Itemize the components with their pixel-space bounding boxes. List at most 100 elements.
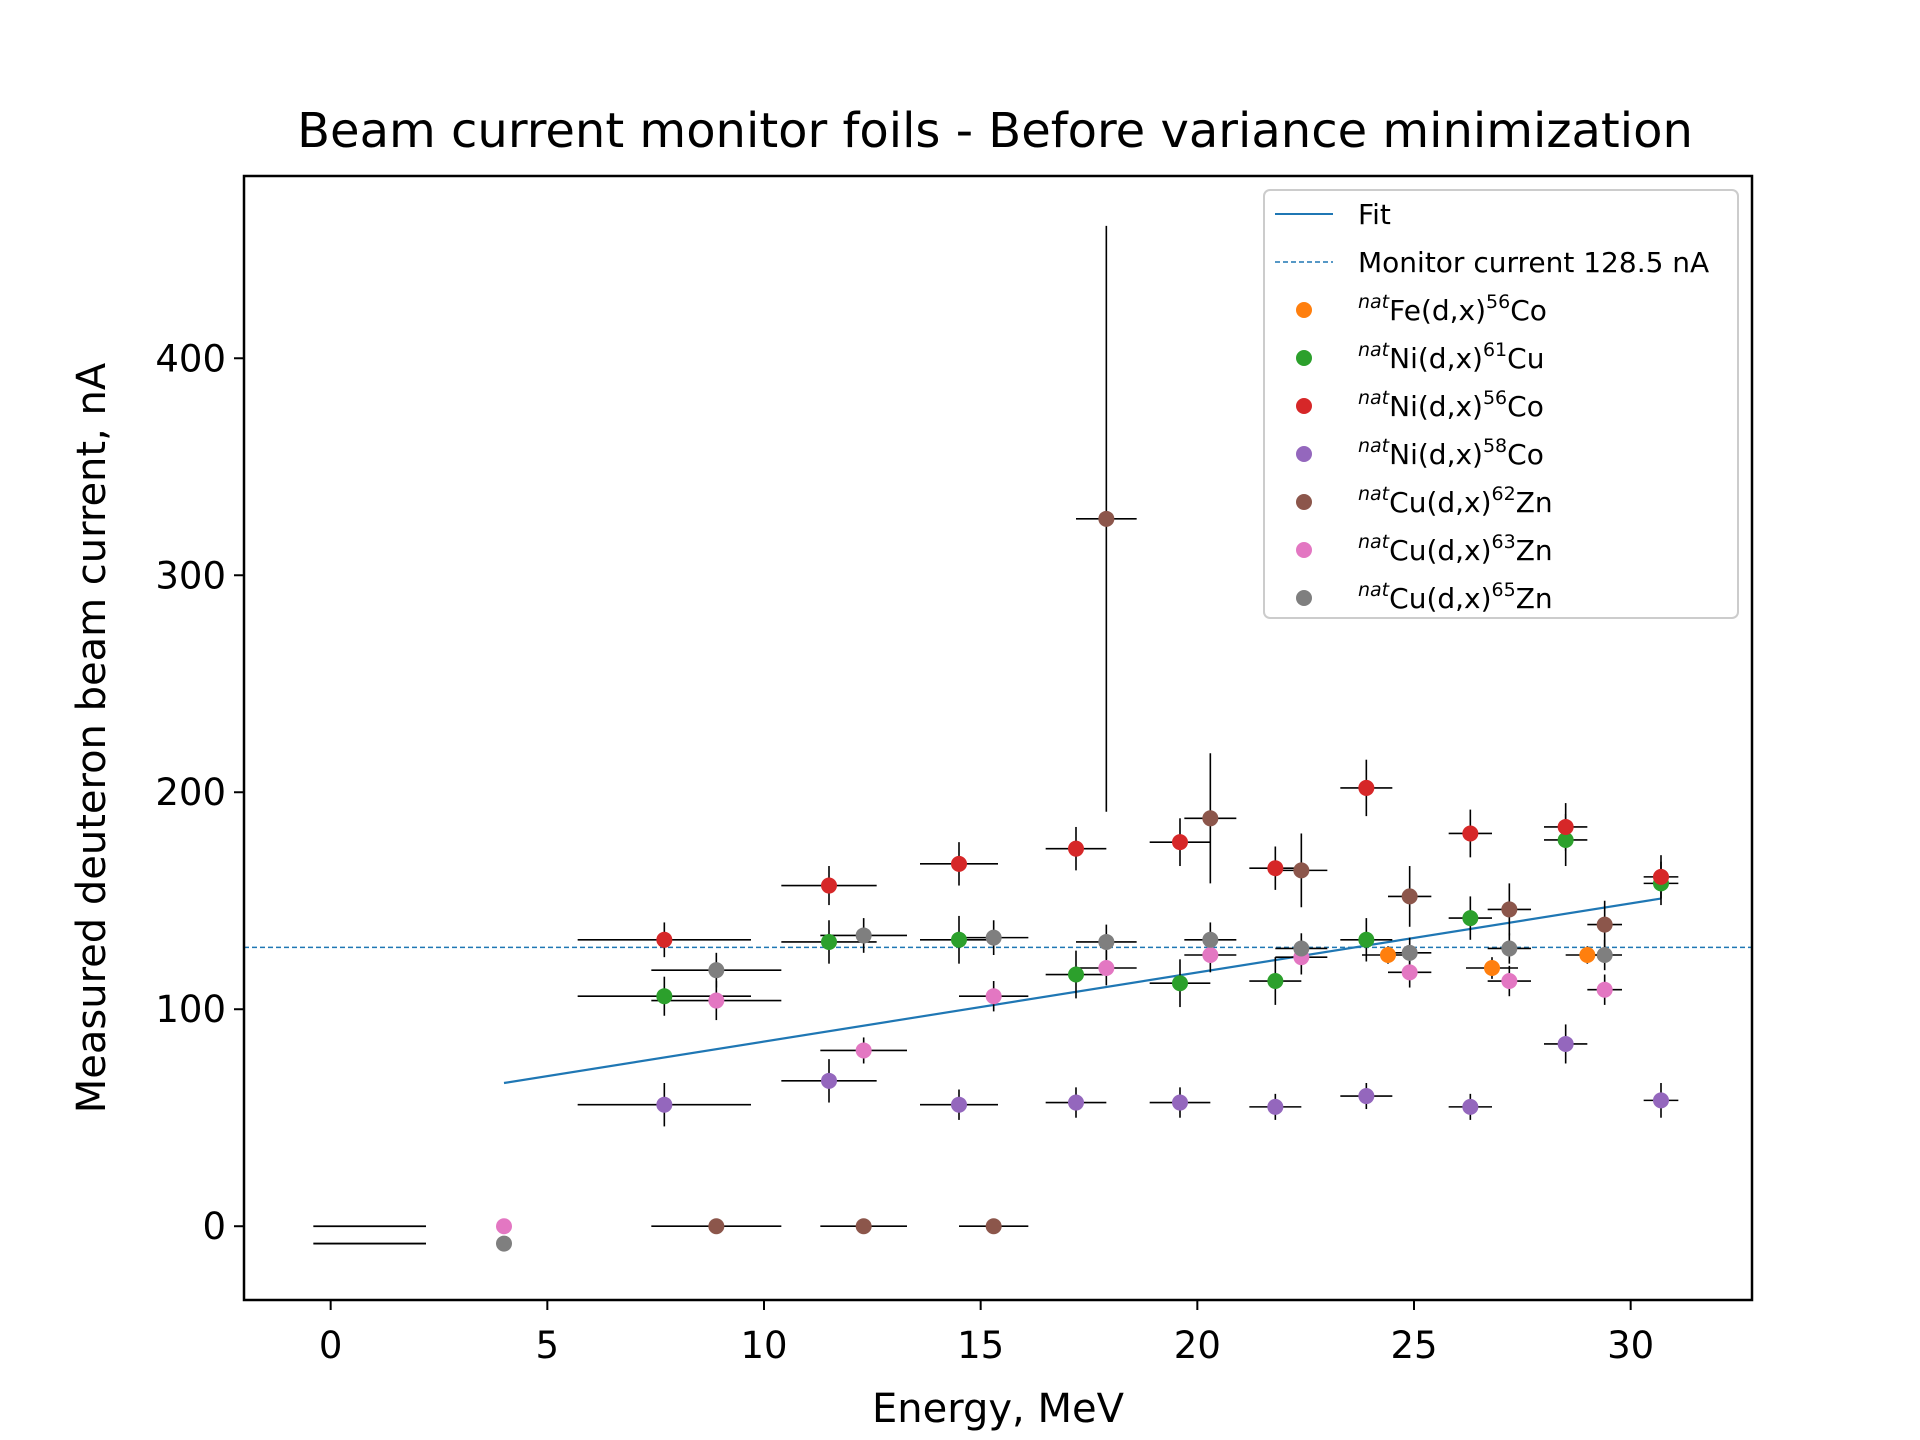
data-point: [821, 933, 837, 950]
legend-label: Monitor current 128.5 nA: [1358, 246, 1709, 279]
data-point: [985, 929, 1002, 946]
y-tick-label: 0: [202, 1205, 226, 1248]
legend-label-mass: 62: [1492, 483, 1516, 505]
axes-frame: [242, 174, 1754, 1302]
legend-label-mass: 65: [1492, 579, 1516, 601]
data-point: [951, 1096, 967, 1113]
data-point: [1579, 946, 1596, 963]
legend-label-reaction: Cu(d,x): [1389, 534, 1491, 567]
x-tick-label: 10: [740, 1324, 787, 1367]
legend-item: natCu(d,x)65Zn: [1296, 579, 1553, 615]
legend-label-mass: 63: [1492, 531, 1516, 553]
data-point: [951, 931, 967, 948]
y-tick-label: 400: [155, 337, 226, 380]
legend-label: natNi(d,x)58Co: [1358, 435, 1544, 471]
data-point: [656, 988, 673, 1005]
data-point: [1202, 931, 1219, 948]
legend-marker: [1296, 494, 1312, 510]
data-point: [1267, 973, 1284, 990]
data-point: [1358, 931, 1375, 948]
x-axis-label: Energy, MeV: [872, 1386, 1125, 1432]
x-tick-label: 5: [536, 1324, 560, 1367]
legend-label-reaction: Ni(d,x): [1389, 390, 1483, 423]
legend-label: natNi(d,x)61Cu: [1358, 339, 1544, 375]
legend-frame: [1263, 189, 1739, 619]
legend-item: natCu(d,x)62Zn: [1296, 483, 1553, 519]
y-tick-label: 300: [155, 554, 226, 597]
data-point: [1401, 964, 1418, 981]
legend-label-prefix: nat: [1358, 483, 1391, 505]
legend-item: natCu(d,x)63Zn: [1296, 531, 1553, 567]
y-tick-label: 200: [155, 771, 226, 814]
data-point: [1202, 810, 1219, 827]
data-point: [951, 855, 967, 872]
data-point: [1653, 868, 1669, 885]
legend-label-product: Zn: [1516, 534, 1553, 567]
data-point: [821, 877, 837, 894]
data-point: [1068, 840, 1084, 857]
legend-label-mass: 58: [1483, 435, 1507, 457]
data-point: [1358, 779, 1375, 796]
legend-label-product: Zn: [1516, 582, 1553, 615]
data-point: [1484, 960, 1500, 977]
x-tick-label: 15: [957, 1324, 1004, 1367]
y-tick-label: 100: [155, 988, 226, 1031]
legend-label-reaction: Cu(d,x): [1389, 582, 1491, 615]
data-point: [1596, 916, 1613, 933]
legend: Fit Monitor current 128.5 nA natFe(d,x)56C…: [1263, 189, 1739, 619]
legend-label: natCu(d,x)63Zn: [1358, 531, 1553, 567]
data-point: [985, 988, 1002, 1005]
data-point: [1501, 901, 1518, 918]
legend-label-product: Zn: [1516, 486, 1553, 519]
data-point: [496, 1218, 512, 1235]
data-point: [1462, 910, 1479, 927]
data-point: [855, 927, 872, 944]
data-point: [1098, 960, 1115, 977]
data-point: [496, 1235, 512, 1252]
legend-label: natNi(d,x)56Co: [1358, 387, 1544, 423]
x-tick-label: 0: [319, 1324, 343, 1367]
legend-marker: [1296, 542, 1312, 558]
legend-label-mass: 61: [1483, 339, 1507, 361]
data-point: [1098, 933, 1115, 950]
x-tick-label: 20: [1174, 1324, 1221, 1367]
legend-item: natNi(d,x)58Co: [1296, 435, 1544, 471]
legend-label-product: Co: [1507, 390, 1544, 423]
data-point: [1557, 1035, 1574, 1052]
data-point: [1596, 946, 1613, 963]
data-point: [1172, 834, 1188, 851]
data-point: [1557, 831, 1574, 848]
data-point: [656, 1096, 673, 1113]
x-tick-label: 25: [1390, 1324, 1437, 1367]
legend-item: natNi(d,x)56Co: [1296, 387, 1544, 423]
legend-marker: [1296, 398, 1312, 414]
y-axis-label: Measured deuteron beam current, nA: [69, 362, 115, 1113]
legend-marker: [1296, 302, 1312, 318]
legend-label-prefix: nat: [1358, 387, 1391, 409]
legend-label: natCu(d,x)62Zn: [1358, 483, 1553, 519]
legend-item: Fit: [1275, 198, 1391, 231]
legend-item: natFe(d,x)56Co: [1296, 291, 1547, 327]
data-point: [1380, 946, 1396, 963]
legend-label-prefix: nat: [1358, 291, 1391, 313]
legend-label-prefix: nat: [1358, 435, 1391, 457]
data-point: [1501, 973, 1518, 990]
plot-area: [244, 225, 1752, 1252]
legend-label: Fit: [1358, 198, 1391, 231]
data-point: [1462, 825, 1479, 842]
legend-label-reaction: Ni(d,x): [1389, 342, 1483, 375]
data-point: [1401, 944, 1418, 961]
legend-marker: [1296, 350, 1312, 366]
data-point: [1098, 510, 1115, 527]
legend-label: natFe(d,x)56Co: [1358, 291, 1547, 327]
legend-label-mass: 56: [1483, 387, 1507, 409]
data-point: [708, 1218, 725, 1235]
data-point: [1596, 981, 1613, 998]
data-point: [1267, 1098, 1284, 1115]
x-axis: 0 5 10 15 20 25 30: [319, 1300, 1654, 1367]
fit-line: [503, 897, 1662, 1085]
chart-title: Beam current monitor foils - Before vari…: [297, 103, 1693, 159]
legend-label: natCu(d,x)65Zn: [1358, 579, 1553, 615]
legend-label-prefix: nat: [1358, 531, 1391, 553]
y-axis: 0 100 200 300 400: [155, 337, 244, 1248]
